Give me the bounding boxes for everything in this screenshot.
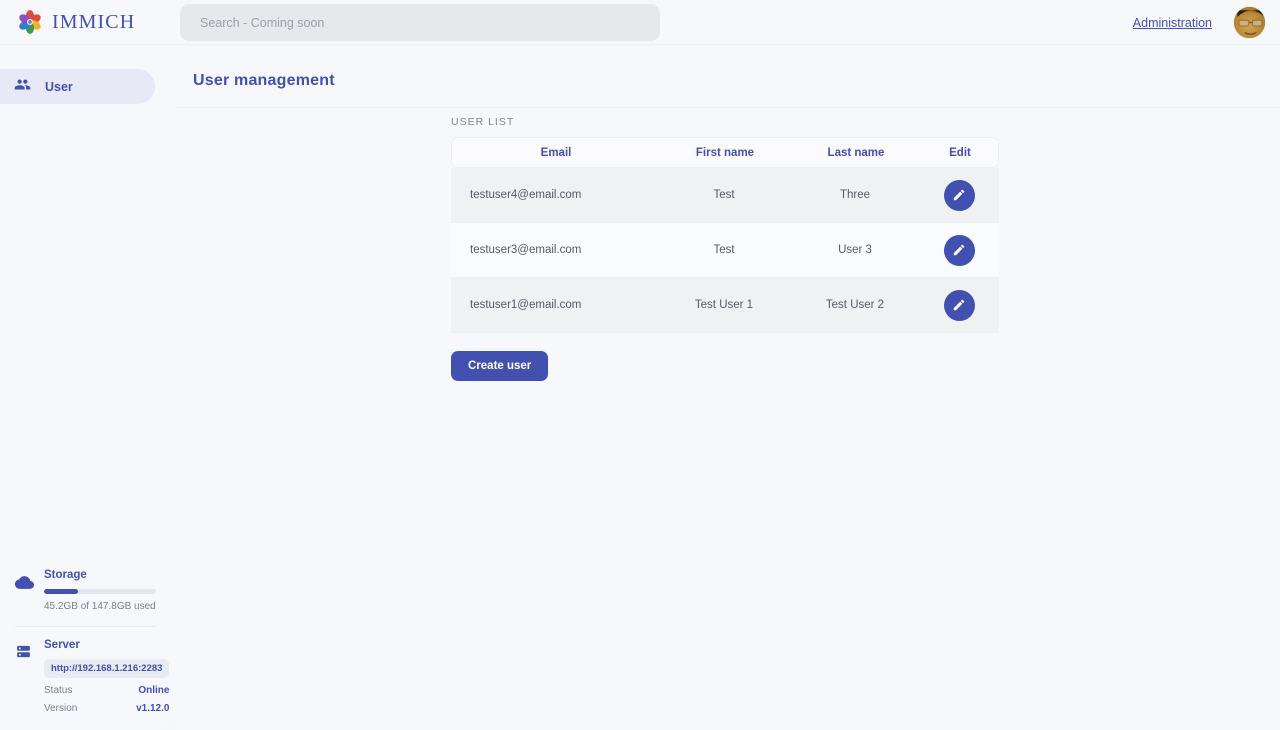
- cell-edit: [921, 179, 997, 211]
- server-title: Server: [44, 639, 80, 651]
- cell-last-name: Test User 2: [825, 299, 885, 311]
- storage-title: Storage: [44, 569, 87, 581]
- cell-email: testuser3@email.com: [470, 244, 582, 256]
- storage-progress-bar: [44, 589, 156, 594]
- column-header-edit: Edit: [949, 146, 971, 159]
- server-section: Server http://192.168.1.216:2283 Status …: [15, 639, 170, 714]
- create-user-button[interactable]: Create user: [451, 351, 549, 381]
- main-panel: User management USER LIST Email First na…: [177, 46, 1280, 730]
- cell-email: testuser1@email.com: [470, 299, 582, 311]
- cloud-icon: [15, 569, 35, 612]
- people-group-icon: [14, 76, 31, 98]
- storage-usage-text: 45.2GB of 147.8GB used: [44, 601, 156, 612]
- cell-first-name: Test User 1: [694, 299, 754, 311]
- server-status-label: Status: [44, 685, 73, 696]
- sidebar-item-label: User: [45, 79, 73, 94]
- user-list-label: USER LIST: [451, 116, 515, 128]
- sidebar-item-user[interactable]: User: [0, 69, 155, 104]
- storage-section: Storage 45.2GB of 147.8GB used: [15, 569, 156, 612]
- cell-first-name: Test: [713, 244, 735, 256]
- pencil-icon: [953, 189, 965, 201]
- title-divider: [177, 107, 1280, 108]
- pencil-icon: [953, 299, 965, 311]
- server-rack-icon: [15, 639, 35, 714]
- search-input[interactable]: [180, 4, 660, 41]
- column-header-first-name: First name: [695, 146, 755, 159]
- avatar[interactable]: [1233, 6, 1266, 39]
- edit-user-button[interactable]: [943, 289, 975, 321]
- server-version-value: v1.12.0: [136, 703, 170, 714]
- table-row: testuser3@email.com Test User 3: [451, 223, 999, 278]
- user-list-container: USER LIST Email First name Last name Edi…: [451, 116, 999, 381]
- page-title: User management: [193, 72, 335, 89]
- table-row: testuser1@email.com Test User 1 Test User …: [451, 278, 999, 333]
- cell-edit: [921, 289, 997, 321]
- server-status-row: Status Online: [44, 685, 169, 696]
- pencil-icon: [953, 244, 965, 256]
- storage-progress-fill: [44, 589, 79, 594]
- sidebar-footer: Storage 45.2GB of 147.8GB used Server: [0, 569, 170, 718]
- cell-first-name: Test: [713, 189, 735, 201]
- brand[interactable]: IMMICH: [17, 9, 167, 35]
- edit-user-button[interactable]: [943, 179, 975, 211]
- top-navigation-bar: IMMICH Administration: [0, 0, 1280, 45]
- sidebar: User Storage 45.2GB of 147.8GB used: [0, 46, 177, 730]
- user-avatar-photo-icon: [1234, 7, 1265, 38]
- administration-link[interactable]: Administration: [1132, 16, 1212, 30]
- table-header-row: Email First name Last name Edit: [451, 137, 999, 168]
- cell-last-name: User 3: [838, 244, 872, 256]
- cell-last-name: Three: [839, 189, 871, 201]
- cell-edit: [921, 234, 997, 266]
- table-row: testuser4@email.com Test Three: [451, 168, 999, 223]
- column-header-email: Email: [540, 146, 572, 159]
- cell-email: testuser4@email.com: [470, 189, 582, 201]
- sidebar-divider: [15, 626, 155, 627]
- immich-lens-logo-icon: [17, 9, 43, 35]
- server-status-value: Online: [138, 685, 170, 696]
- column-header-last-name: Last name: [827, 146, 885, 159]
- server-url-chip[interactable]: http://192.168.1.216:2283: [44, 659, 170, 678]
- server-version-row: Version v1.12.0: [44, 703, 169, 714]
- table-body: testuser4@email.com Test Three testuser3@em…: [451, 168, 999, 333]
- server-version-label: Version: [44, 703, 78, 714]
- brand-name: IMMICH: [52, 10, 136, 33]
- edit-user-button[interactable]: [943, 234, 975, 266]
